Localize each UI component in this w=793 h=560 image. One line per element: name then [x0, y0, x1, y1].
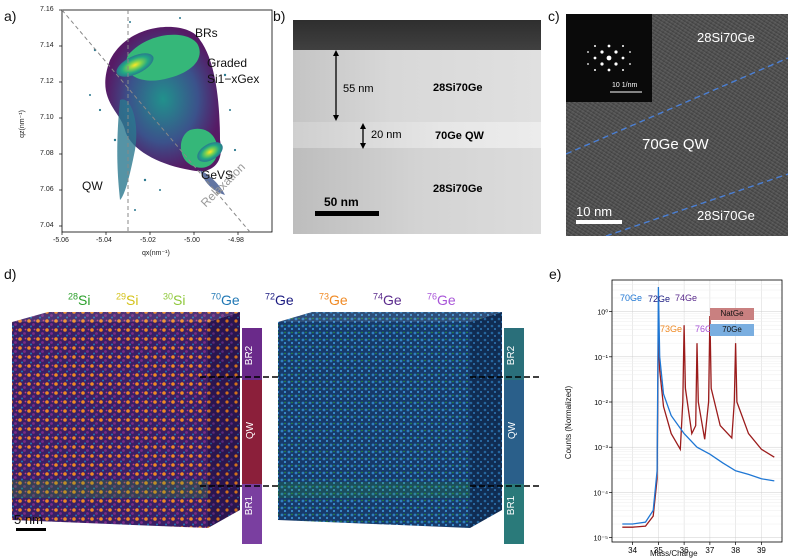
apt-reconstructions	[12, 312, 540, 544]
a-ytick-1: 7.14	[40, 42, 54, 49]
c-fft-scale: 10 1/nm	[612, 82, 638, 89]
spectrum-ytick-label-5: 10⁰	[597, 309, 608, 317]
spectrum-xtick-label-4: 38	[731, 546, 740, 555]
iso-76ge: 76Ge	[427, 291, 456, 308]
a-brs-label: BRs	[195, 26, 218, 40]
c-layer-qw: 70Ge QW	[642, 136, 709, 153]
cube2-top	[278, 312, 502, 322]
spectrum-ytick-label-0: 10⁻⁵	[594, 536, 608, 543]
spectrum-xtick-label-5: 39	[757, 546, 766, 555]
a-xtick-2: -5.02	[140, 237, 156, 244]
e-legend-70ge: 70Ge	[710, 324, 754, 336]
mass-spectrum-chart: 34 35 36 37 38 39 10⁻⁵ 10⁻⁴ 10⁻³ 10⁻² 10⁻¹ 10⁰	[594, 279, 783, 555]
b-layer-top: 28Si70Ge	[433, 82, 483, 94]
cube2-bar-br2	[504, 328, 524, 380]
cube1-bar-br1	[242, 484, 262, 544]
iso-70ge: 70Ge	[211, 291, 240, 308]
spectrum-xtick-label-3: 37	[705, 546, 714, 555]
a-graded-label: Graded	[207, 56, 248, 70]
cube1-bar-qw	[242, 380, 262, 484]
cube2-qw-label: QW	[507, 421, 519, 440]
rsm-plot	[59, 9, 273, 235]
e-ylabel: Counts (Normalized)	[564, 385, 574, 460]
d-scale-label: 5 nm	[14, 512, 43, 527]
cube2-front	[278, 322, 470, 528]
e-peak-72ge: 72Ge	[648, 294, 671, 304]
a-xtick-1: -5.04	[96, 237, 112, 244]
iso-30si: 30Si	[163, 291, 186, 308]
spectrum-xtick-label-0: 34	[628, 546, 637, 555]
a-ytick-0: 7.16	[40, 6, 54, 13]
cube2-br2-label: BR2	[506, 345, 518, 366]
c-layer-top: 28Si70Ge	[697, 30, 755, 45]
cube1-side	[208, 312, 240, 528]
cube1-bar-br2	[242, 328, 262, 380]
e-peak-70ge: 70Ge	[620, 293, 643, 303]
a-ytick-2: 7.12	[40, 78, 54, 85]
c-layer-bottom: 28Si70Ge	[697, 208, 755, 223]
cube1-br2-label: BR2	[244, 345, 256, 366]
cube2-side	[470, 312, 502, 528]
a-ytick-4: 7.08	[40, 150, 54, 157]
a-ylabel: qz(nm⁻¹)	[18, 110, 26, 138]
b-scale-label: 50 nm	[324, 195, 359, 209]
c-scale-label: 10 nm	[576, 204, 613, 219]
tem-image-b	[293, 20, 541, 234]
spectrum-series-70Ge	[622, 286, 775, 525]
e-legend-natge: NatGe	[710, 308, 754, 320]
panel-a-label: a)	[4, 8, 17, 24]
cube1-front	[12, 322, 208, 528]
iso-29si: 29Si	[116, 291, 139, 308]
e-peak-74ge: 74Ge	[675, 293, 698, 303]
spectrum-series-NatGe	[622, 315, 775, 528]
a-xtick-3: -5.00	[184, 237, 200, 244]
iso-73ge: 73Ge	[319, 291, 348, 308]
e-peak-76ge: 76Ge	[695, 324, 718, 334]
spectrum-ytick-label-4: 10⁻¹	[594, 355, 608, 362]
cube1-qw-label: QW	[245, 421, 257, 440]
panel-d-label: d)	[4, 266, 17, 282]
b-dim-20: 20 nm	[371, 129, 402, 141]
a-xlabel: qx(nm⁻¹)	[142, 250, 170, 257]
cube2-br1-label: BR1	[506, 495, 518, 516]
panel-e-label: e)	[549, 266, 562, 282]
a-xtick-0: -5.06	[53, 237, 69, 244]
spectrum-ytick-label-3: 10⁻²	[594, 400, 608, 407]
cube2-bar-qw	[504, 380, 524, 484]
panel-b-label: b)	[273, 8, 286, 24]
a-graded-comp: Si1−xGex	[207, 72, 260, 86]
a-ytick-5: 7.06	[40, 186, 54, 193]
iso-28si: 28Si	[68, 291, 91, 308]
a-xtick-4: -4.98	[228, 237, 244, 244]
spectrum-xtick-label-1: 35	[654, 546, 663, 555]
spectrum-ytick-label-1: 10⁻⁴	[594, 490, 609, 497]
b-dim-55: 55 nm	[343, 83, 374, 95]
panel-c-label: c)	[548, 8, 560, 24]
cube2-bar-br1	[504, 484, 524, 544]
a-qw-label: QW	[82, 179, 103, 193]
a-gevs-label: GeVS	[201, 168, 234, 182]
tem-b-arrows	[315, 50, 379, 216]
cube1-top	[12, 312, 240, 322]
b-layer-qw: 70Ge QW	[435, 130, 484, 142]
a-ytick-3: 7.10	[40, 114, 54, 121]
spectrum-frame	[611, 279, 783, 543]
spectrum-ytick-label-2: 10⁻³	[594, 445, 608, 452]
cube1-br1-label: BR1	[244, 495, 256, 516]
iso-72ge: 72Ge	[265, 291, 294, 308]
iso-74ge: 74Ge	[373, 291, 402, 308]
b-layer-bottom: 28Si70Ge	[433, 183, 483, 195]
e-xlabel: Mass/Charge	[650, 549, 698, 558]
e-peak-73ge: 73Ge	[660, 324, 683, 334]
a-ytick-6: 7.04	[40, 222, 54, 229]
tem-c-overlay	[566, 14, 788, 236]
spectrum-xtick-label-2: 36	[680, 546, 689, 555]
